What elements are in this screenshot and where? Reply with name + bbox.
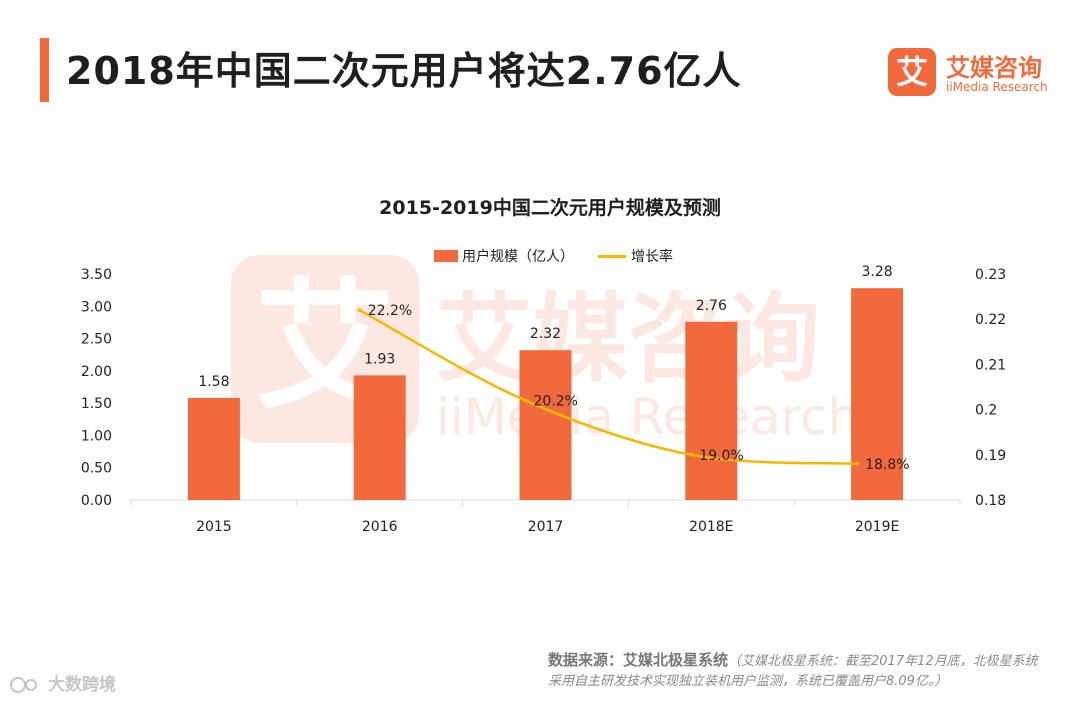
y-left-tick-label: 1.50 (81, 396, 112, 412)
y-left-tick-label: 3.00 (81, 299, 112, 315)
page-title: 2018年中国二次元用户将达2.76亿人 (66, 49, 742, 93)
source-label: 数据来源：艾媒北极星系统 (548, 651, 729, 669)
x-tick-label: 2015 (196, 519, 232, 535)
bar-value-label: 3.28 (862, 264, 893, 280)
bar-value-label: 1.93 (364, 351, 395, 367)
y-right-tick-label: 0.22 (975, 312, 1006, 328)
y-right-tick-label: 0.23 (975, 267, 1006, 283)
bar (353, 375, 406, 500)
data-source: 数据来源：艾媒北极星系统（艾媒北极星系统：截至2017年12月底，北极星系统采用… (548, 650, 1048, 692)
brand-logo-name: 艾媒咨询 (946, 54, 1042, 82)
legend-bar-label: 用户规模（亿人） (462, 249, 574, 265)
y-left-tick-label: 2.00 (81, 364, 112, 380)
growth-rate-label: 20.2% (534, 394, 578, 410)
legend-line-swatch (598, 255, 626, 258)
source-note: （艾媒北极星系统：截至2017年12月底，北极星系统采用自主研发技术实现独立装机… (548, 654, 1038, 689)
y-left-tick-label: 3.50 (81, 267, 112, 283)
corner-watermark-icon (10, 677, 37, 693)
x-tick-label: 2017 (528, 519, 564, 535)
x-tick-label: 2016 (362, 519, 398, 535)
bar-value-label: 2.32 (530, 326, 561, 342)
bar (685, 321, 738, 500)
corner-watermark-text: 大数跨境 (48, 675, 116, 695)
watermark-name: 艾媒咨询 (436, 283, 820, 395)
bar (851, 288, 904, 500)
x-tick-label: 2018E (689, 519, 733, 535)
growth-rate-line (359, 309, 858, 466)
bar (519, 350, 572, 500)
growth-rate-point (689, 452, 694, 457)
growth-rate-point (855, 461, 860, 466)
growth-rate-point (523, 398, 528, 403)
bar-value-label: 2.76 (696, 298, 727, 314)
bar-value-label: 1.58 (198, 374, 229, 390)
legend-line-label: 增长率 (631, 249, 673, 265)
chart-watermark: 艾 艾媒咨询 iiMedia Research (231, 255, 859, 446)
y-left-tick-label: 2.50 (81, 332, 112, 348)
brand-logo: 艾 艾媒咨询 iiMedia Research (888, 48, 1068, 100)
y-right-tick-label: 0.19 (975, 448, 1006, 464)
chart-title: 2015-2019中国二次元用户规模及预测 (379, 197, 721, 219)
growth-rate-label: 18.8% (865, 457, 909, 473)
legend-bar-swatch (434, 250, 458, 262)
growth-rate-label: 22.2% (368, 303, 412, 319)
watermark-subtitle: iiMedia Research (436, 388, 859, 446)
corner-watermark: 大数跨境 (10, 670, 116, 695)
growth-rate-point (357, 308, 362, 313)
x-tick-label: 2019E (855, 519, 899, 535)
brand-logo-subtitle: iiMedia Research (946, 80, 1048, 94)
y-left-tick-label: 0.00 (81, 493, 112, 509)
y-right-tick-label: 0.21 (975, 357, 1006, 373)
y-left-tick-label: 1.00 (81, 428, 112, 444)
title-accent-bar (40, 38, 49, 102)
y-right-tick-label: 0.18 (975, 493, 1006, 509)
bar (187, 397, 240, 500)
y-right-tick-label: 0.2 (975, 403, 997, 419)
y-left-tick-label: 0.50 (81, 461, 112, 477)
brand-logo-mark: 艾 (888, 48, 936, 96)
growth-rate-label: 19.0% (699, 448, 743, 464)
